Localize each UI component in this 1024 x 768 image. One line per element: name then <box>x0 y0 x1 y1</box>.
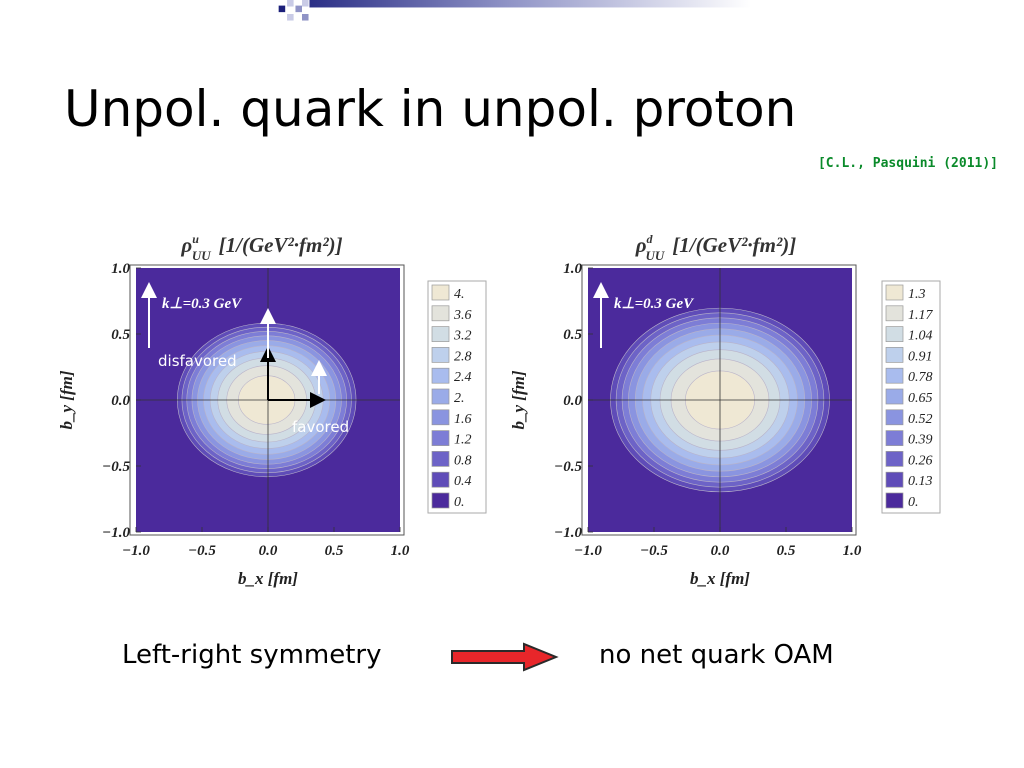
legend-label: 0.8 <box>454 453 472 468</box>
x-axis-label: b_x [fm] <box>238 569 298 588</box>
legend-label: 1.6 <box>454 412 472 427</box>
disfavored-label: disfavored <box>158 352 237 370</box>
title-subscript: UU <box>646 248 665 263</box>
legend-swatch <box>885 409 904 426</box>
implies-arrow <box>451 642 559 672</box>
x-tick-label: 0.5 <box>325 543 344 559</box>
legend-swatch <box>885 305 904 322</box>
legend-label: 1.17 <box>908 308 934 323</box>
deco-square <box>302 14 309 21</box>
y-tick-label: 0.5 <box>111 327 130 343</box>
kperp-annotation: k⊥=0.3 GeV <box>162 296 243 312</box>
x-axis-label: b_x [fm] <box>690 569 750 588</box>
legend-label: 4. <box>454 287 465 302</box>
x-tick-label: 1.0 <box>843 543 862 559</box>
x-tick-label: 1.0 <box>391 543 410 559</box>
legend-swatch <box>885 492 904 509</box>
x-tick-label: −1.0 <box>122 543 150 559</box>
y-tick-label: 1.0 <box>111 261 130 277</box>
legend-swatch <box>885 367 904 384</box>
x-tick-label: 0.0 <box>711 543 730 559</box>
x-tick-label: 0.5 <box>777 543 796 559</box>
title-rho: ρ <box>180 233 192 257</box>
legend-label: 3.2 <box>453 329 472 344</box>
deco-square <box>287 14 294 21</box>
y-axis-label: b_y [fm] <box>57 370 76 429</box>
legend-label: 1.04 <box>908 329 933 344</box>
y-tick-label: 0.0 <box>111 393 130 409</box>
legend-label: 2.4 <box>454 370 472 385</box>
legend-swatch <box>431 409 450 426</box>
header-gradient-bar <box>309 0 751 8</box>
chart-rho-u: −1.0 1.0 −0.5 0.5 0.0 0.0 0.5 −0.5 1.0 −1.0 b_x [f… <box>57 232 487 588</box>
legend-swatch <box>885 284 904 301</box>
legend-swatch <box>431 367 450 384</box>
deco-square <box>287 0 294 7</box>
legend-label: 1.2 <box>454 433 472 448</box>
x-tick-label: 0.0 <box>259 543 278 559</box>
legend-label: 0.26 <box>908 453 933 468</box>
legend-swatch <box>431 492 450 509</box>
chart-rho-d: −1.0 1.0 −0.5 0.5 0.0 0.0 0.5 −0.5 1.0 −1.0 b_x [f… <box>509 232 941 588</box>
legend-swatch <box>431 471 450 488</box>
citation: [C.L., Pasquini (2011)] <box>817 156 998 171</box>
legend-label: 0. <box>908 495 919 510</box>
y-axis-label: b_y [fm] <box>509 370 528 429</box>
y-tick-label: −1.0 <box>102 525 130 541</box>
deco-square <box>278 5 286 13</box>
legend-swatch <box>885 388 904 405</box>
legend-swatch <box>431 284 450 301</box>
title-superscript: u <box>192 232 199 246</box>
deco-square <box>302 0 309 7</box>
y-tick-label: 1.0 <box>563 261 582 277</box>
y-tick-label: −0.5 <box>554 459 582 475</box>
legend-label: 1.3 <box>908 287 926 302</box>
legend-swatch <box>431 388 450 405</box>
legend-label: 3.6 <box>453 308 472 323</box>
y-tick-label: 0.5 <box>563 327 582 343</box>
x-tick-label: −1.0 <box>574 543 602 559</box>
legend-swatch <box>431 326 450 342</box>
legend-label: 2.8 <box>454 349 472 364</box>
legend-swatch <box>885 326 904 342</box>
y-tick-label: −1.0 <box>554 525 582 541</box>
legend-swatch <box>431 305 450 322</box>
no-net-oam-text: no net quark OAM <box>599 640 834 670</box>
legend-label: 0.65 <box>908 391 933 406</box>
header-decoration <box>278 0 751 21</box>
title-units: [1/(GeV²·fm²)] <box>219 233 343 257</box>
legend-swatch <box>431 430 450 446</box>
x-tick-label: −0.5 <box>188 543 216 559</box>
legend-swatch <box>885 471 904 488</box>
legend-swatch <box>885 430 904 446</box>
deco-square <box>295 5 302 13</box>
x-tick-label: −0.5 <box>640 543 668 559</box>
legend-label: 0.39 <box>908 433 933 448</box>
legend-label: 2. <box>454 391 465 406</box>
favored-label: favored <box>292 418 349 436</box>
legend-label: 0. <box>454 495 465 510</box>
implies-arrow-shape <box>451 642 559 672</box>
legend-label: 0.91 <box>908 349 933 364</box>
legend-swatch <box>885 451 904 467</box>
legend-swatch <box>431 347 450 363</box>
legend-label: 0.52 <box>908 412 933 427</box>
left-right-symmetry-text: Left-right symmetry <box>122 640 382 670</box>
title-superscript: d <box>647 232 654 246</box>
kperp-annotation: k⊥=0.3 GeV <box>614 296 695 312</box>
title-rho: ρ <box>635 233 647 257</box>
title-subscript: UU <box>192 248 211 263</box>
legend-label: 0.4 <box>454 474 472 489</box>
y-tick-label: −0.5 <box>102 459 130 475</box>
chart-title: ρu UU [1/(GeV²·fm²)] <box>180 232 342 263</box>
title-units: [1/(GeV²·fm²)] <box>672 233 796 257</box>
chart-title: ρd UU [1/(GeV²·fm²)] <box>635 232 797 263</box>
legend-label: 0.78 <box>908 370 933 385</box>
y-tick-label: 0.0 <box>563 393 582 409</box>
legend-swatch <box>431 451 450 467</box>
legend-label: 0.13 <box>908 474 933 489</box>
slide-title: Unpol. quark in unpol. proton <box>64 80 797 138</box>
legend-swatch <box>885 347 904 363</box>
